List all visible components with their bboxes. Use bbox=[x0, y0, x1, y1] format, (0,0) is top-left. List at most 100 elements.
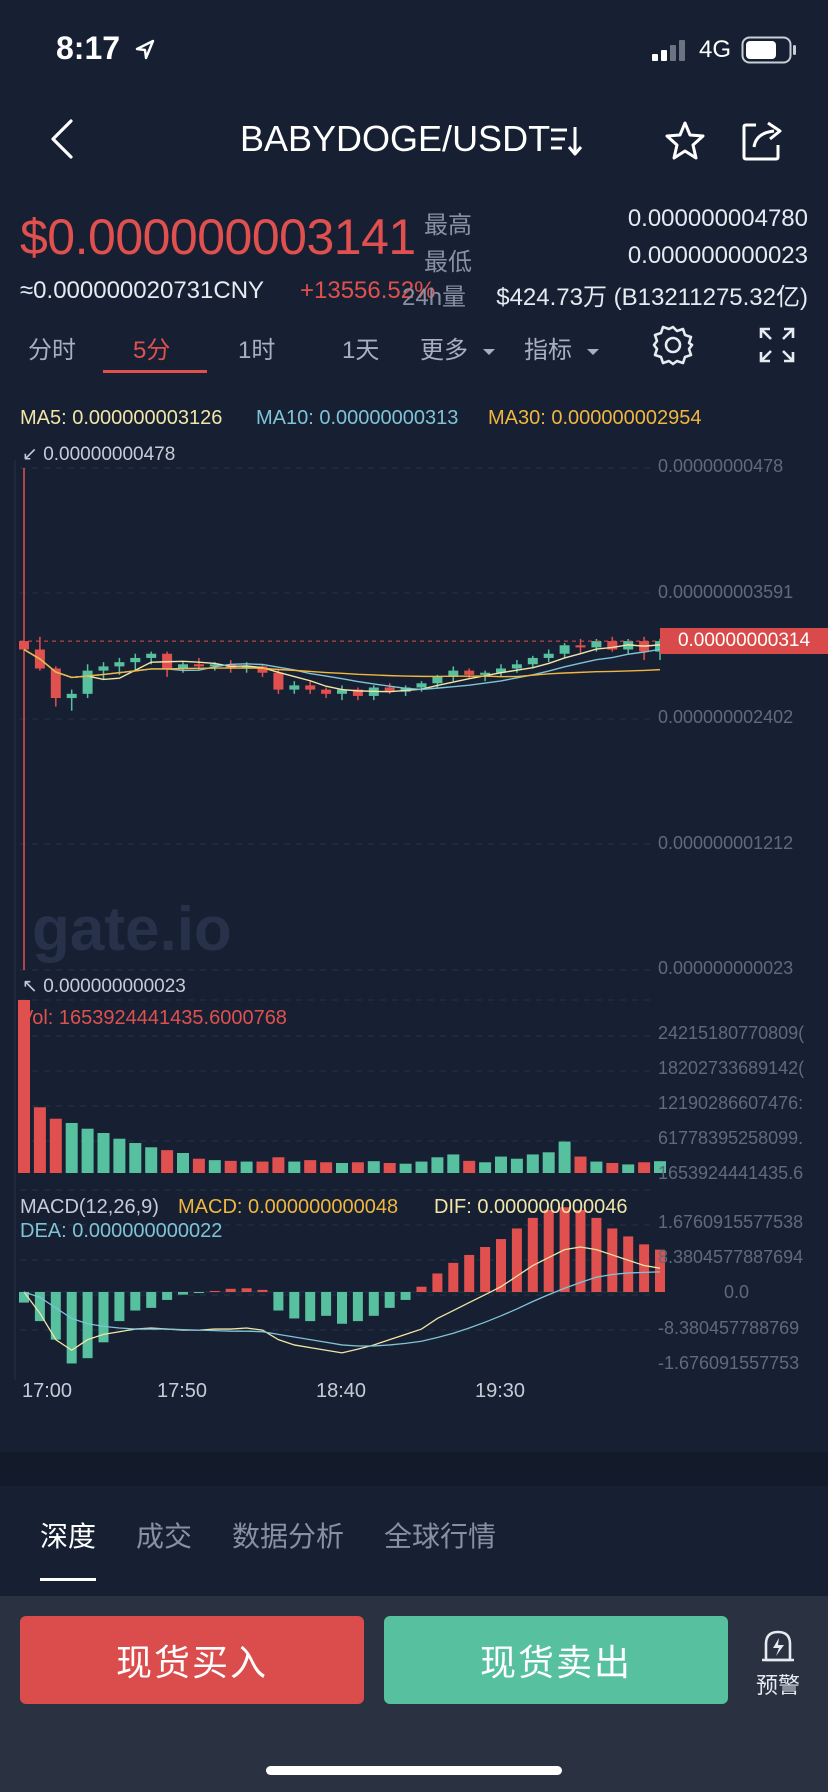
macd-bar bbox=[623, 1236, 634, 1292]
candle-body bbox=[321, 689, 332, 694]
macd-bar bbox=[352, 1292, 363, 1322]
caret-down-icon bbox=[586, 349, 599, 355]
tab-data-analysis[interactable]: 数据分析 bbox=[232, 1521, 345, 1552]
tab-trades[interactable]: 成交 bbox=[136, 1521, 193, 1552]
fullscreen-icon[interactable] bbox=[758, 326, 796, 364]
volume-bar bbox=[367, 1161, 380, 1173]
tab-more-label: 更多 bbox=[420, 337, 468, 364]
settings-gear-icon[interactable] bbox=[652, 324, 694, 366]
macd-bar bbox=[178, 1292, 188, 1295]
kline-chart[interactable]: gate.io bbox=[0, 430, 828, 1390]
pair-title[interactable]: BABYDOGE/USDT bbox=[240, 118, 551, 159]
volume-axis-label: 1653924441435.6 bbox=[658, 1163, 804, 1183]
volume-bar bbox=[113, 1138, 126, 1173]
macd-bar bbox=[162, 1292, 173, 1300]
macd-bar bbox=[591, 1217, 602, 1292]
tab-indicator[interactable]: 指标 bbox=[524, 330, 601, 365]
home-indicator bbox=[266, 1766, 562, 1775]
volume-bar bbox=[49, 1118, 62, 1173]
candle-body bbox=[305, 685, 316, 690]
volume-axis-label: 18202733689142( bbox=[658, 1058, 805, 1078]
macd-axis-label: -8.380457788769 bbox=[658, 1318, 800, 1338]
candle-body bbox=[527, 657, 538, 665]
volume-bar bbox=[654, 1161, 666, 1173]
price-axis-label: 0.00000000478 bbox=[658, 456, 784, 476]
ma5-legend: MA5: 0.000000003126 bbox=[20, 407, 223, 429]
macd-bar bbox=[66, 1292, 77, 1364]
battery-icon bbox=[741, 36, 796, 64]
high-value: 0.000000004780 bbox=[627, 205, 808, 232]
alert-bell-icon bbox=[762, 1630, 794, 1662]
macd-value: MACD: 0.000000000048 bbox=[178, 1196, 399, 1218]
volume-bar bbox=[208, 1160, 221, 1173]
high-marker: ↙ 0.00000000478 bbox=[22, 444, 176, 465]
candle-body bbox=[114, 662, 125, 667]
volume-axis-label: 12190286607476: bbox=[658, 1093, 804, 1113]
volume-bar bbox=[447, 1154, 460, 1173]
ma30-legend: MA30: 0.000000002954 bbox=[488, 407, 702, 429]
back-button[interactable] bbox=[40, 114, 84, 164]
caret-down-icon bbox=[482, 349, 495, 355]
macd-bar bbox=[527, 1217, 538, 1292]
macd-bar bbox=[464, 1254, 475, 1292]
macd-bar bbox=[432, 1273, 443, 1292]
volume-bar bbox=[383, 1162, 396, 1173]
macd-bar bbox=[368, 1292, 379, 1316]
candle-body bbox=[480, 672, 491, 675]
candle-body bbox=[289, 685, 300, 690]
tab-timeshare[interactable]: 分时 bbox=[28, 337, 76, 364]
tab-1h[interactable]: 1时 bbox=[238, 337, 276, 364]
candle-body bbox=[19, 641, 29, 650]
macd-bar bbox=[19, 1292, 29, 1303]
candle-body bbox=[607, 641, 618, 650]
volume-bar bbox=[336, 1162, 348, 1173]
tab-5min[interactable]: 5分 bbox=[133, 337, 171, 364]
volume-bar bbox=[526, 1154, 539, 1173]
time-axis-label: 17:50 bbox=[157, 1380, 208, 1402]
macd-bar bbox=[273, 1292, 284, 1311]
candle-body bbox=[50, 668, 61, 699]
macd-bar bbox=[146, 1292, 157, 1308]
candle-body bbox=[496, 668, 506, 673]
tab-more[interactable]: 更多 bbox=[420, 330, 497, 365]
macd-bar bbox=[82, 1292, 93, 1359]
price-axis-label: 0.000000001212 bbox=[658, 833, 794, 853]
candle-body bbox=[511, 664, 522, 669]
volume-bar bbox=[399, 1163, 412, 1173]
candle-body bbox=[178, 664, 188, 669]
tab-global-market[interactable]: 全球行情 bbox=[384, 1521, 497, 1552]
macd-bar bbox=[384, 1292, 395, 1308]
candle-body bbox=[98, 666, 109, 671]
spot-buy-button[interactable]: 现货买入 bbox=[20, 1616, 364, 1704]
cny-price: ≈0.000000020731CNY bbox=[20, 277, 265, 304]
switch-pair-icon[interactable] bbox=[548, 124, 584, 158]
star-icon bbox=[665, 121, 705, 160]
volume-bar bbox=[495, 1156, 507, 1173]
macd-bar bbox=[543, 1209, 554, 1292]
volume-bar bbox=[463, 1160, 476, 1173]
gate-watermark: gate.io bbox=[32, 895, 232, 964]
macd-axis-label: -1.676091557753 bbox=[658, 1353, 800, 1373]
volume-bar bbox=[590, 1161, 603, 1173]
candle-body bbox=[543, 653, 554, 658]
tab-depth[interactable]: 深度 bbox=[40, 1521, 97, 1552]
volume-bar bbox=[558, 1141, 571, 1173]
share-button[interactable] bbox=[738, 116, 788, 166]
favorite-button[interactable] bbox=[660, 116, 710, 166]
status-time: 8:17 bbox=[56, 30, 121, 66]
low-value: 0.000000000023 bbox=[627, 242, 808, 269]
macd-bar bbox=[34, 1292, 45, 1322]
macd-bar bbox=[257, 1289, 268, 1292]
volume-bar bbox=[256, 1161, 269, 1173]
volume-bar bbox=[510, 1158, 523, 1173]
change-percent: +13556.52% bbox=[300, 277, 436, 304]
bottom-tab-indicator bbox=[40, 1578, 96, 1581]
price-alert-button[interactable]: 预警 bbox=[748, 1626, 808, 1702]
macd-bar bbox=[655, 1249, 665, 1292]
volume-bar bbox=[33, 1107, 46, 1173]
candle-body bbox=[416, 683, 427, 688]
volume-bar bbox=[145, 1147, 158, 1173]
tab-1d[interactable]: 1天 bbox=[342, 337, 380, 364]
macd-axis-label: 0.0 bbox=[724, 1282, 750, 1302]
spot-sell-button[interactable]: 现货卖出 bbox=[384, 1616, 728, 1704]
